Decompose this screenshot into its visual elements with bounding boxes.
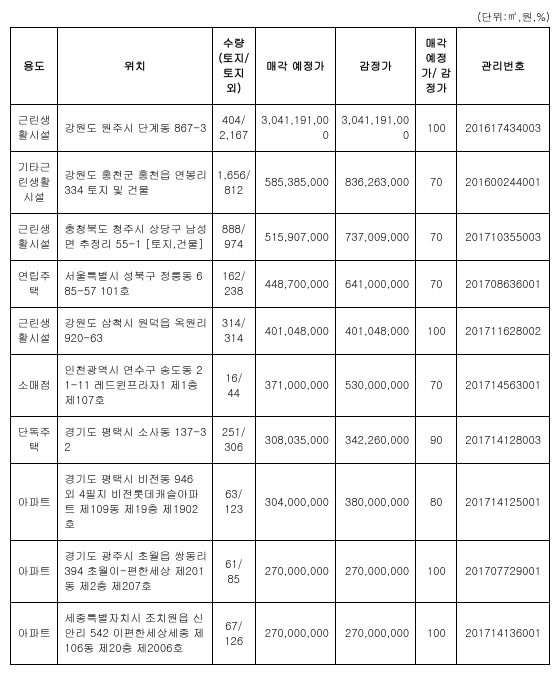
header-appraisal: 감정가 (336, 28, 416, 105)
cell-quantity: 251/ 306 (212, 417, 255, 464)
cell-sale-price: 401,048,000 (255, 308, 335, 355)
cell-appraisal: 380,000,000 (336, 464, 416, 541)
cell-location: 서울특별시 성북구 정릉동 685-57 101호 (58, 261, 212, 308)
cell-appraisal: 530,000,000 (336, 355, 416, 417)
cell-ratio: 80 (416, 464, 457, 541)
cell-ratio: 100 (416, 308, 457, 355)
table-row: 소매점인천광역시 연수구 송도동 21-11 레드윈프라자1 제1층 제107호… (11, 355, 550, 417)
cell-ratio: 100 (416, 541, 457, 603)
table-row: 아파트세종특별자치시 조치원읍 신안리 542 이편한세상세종 제106동 제2… (11, 603, 550, 665)
cell-location: 강원도 홍천군 홍천읍 연봉리 334 토지 및 건물 (58, 152, 212, 214)
cell-mgmt-no: 201714125001 (457, 464, 550, 541)
table-row: 기타근린생활시설강원도 홍천군 홍천읍 연봉리 334 토지 및 건물1,656… (11, 152, 550, 214)
header-quantity: 수량 (토지/ 토지외) (212, 28, 255, 105)
cell-appraisal: 270,000,000 (336, 603, 416, 665)
cell-use: 아파트 (11, 464, 58, 541)
table-row: 연립주택서울특별시 성북구 정릉동 685-57 101호162/ 238448… (11, 261, 550, 308)
cell-sale-price: 371,000,000 (255, 355, 335, 417)
cell-ratio: 70 (416, 152, 457, 214)
cell-use: 근린생활시설 (11, 308, 58, 355)
cell-use: 근린생활시설 (11, 214, 58, 261)
cell-sale-price: 270,000,000 (255, 541, 335, 603)
table-row: 아파트경기도 평택시 비전동 946 외 4필지 비전롯데캐슬아파트 제109동… (11, 464, 550, 541)
cell-location: 세종특별자치시 조치원읍 신안리 542 이편한세상세종 제106동 제20층 … (58, 603, 212, 665)
cell-appraisal: 641,000,000 (336, 261, 416, 308)
cell-mgmt-no: 201707729001 (457, 541, 550, 603)
header-sale-price: 매각 예정가 (255, 28, 335, 105)
cell-sale-price: 304,000,000 (255, 464, 335, 541)
cell-mgmt-no: 201714128003 (457, 417, 550, 464)
cell-mgmt-no: 201710355003 (457, 214, 550, 261)
cell-ratio: 70 (416, 261, 457, 308)
cell-use: 단독주택 (11, 417, 58, 464)
data-table: 용도 위치 수량 (토지/ 토지외) 매각 예정가 감정가 매각 예정가/ 감정… (10, 27, 550, 665)
cell-appraisal: 401,048,000 (336, 308, 416, 355)
cell-quantity: 162/ 238 (212, 261, 255, 308)
cell-mgmt-no: 201711628002 (457, 308, 550, 355)
header-row: 용도 위치 수량 (토지/ 토지외) 매각 예정가 감정가 매각 예정가/ 감정… (11, 28, 550, 105)
cell-quantity: 888/ 974 (212, 214, 255, 261)
cell-appraisal: 342,260,000 (336, 417, 416, 464)
cell-sale-price: 515,907,000 (255, 214, 335, 261)
cell-use: 아파트 (11, 603, 58, 665)
cell-sale-price: 270,000,000 (255, 603, 335, 665)
cell-quantity: 314/ 314 (212, 308, 255, 355)
header-location: 위치 (58, 28, 212, 105)
header-ratio: 매각 예정가/ 감정가 (416, 28, 457, 105)
cell-location: 경기도 광주시 초월읍 쌍동리 394 초월이-편한세상 제201동 제2층 제… (58, 541, 212, 603)
table-row: 근린생활시설충청북도 청주시 상당구 남성면 추정리 55-1 [토지,건물]8… (11, 214, 550, 261)
cell-ratio: 70 (416, 214, 457, 261)
cell-appraisal: 270,000,000 (336, 541, 416, 603)
unit-label: (단위:㎡,원,%) (10, 10, 550, 25)
cell-location: 경기도 평택시 비전동 946 외 4필지 비전롯데캐슬아파트 제109동 제1… (58, 464, 212, 541)
cell-quantity: 16/ 44 (212, 355, 255, 417)
cell-appraisal: 3,041,191,000 (336, 105, 416, 152)
table-row: 근린생활시설강원도 원주시 단계동 867-3404/ 2,1673,041,1… (11, 105, 550, 152)
header-use: 용도 (11, 28, 58, 105)
table-row: 단독주택경기도 평택시 소사동 137-32251/ 306308,035,00… (11, 417, 550, 464)
cell-location: 강원도 원주시 단계동 867-3 (58, 105, 212, 152)
cell-mgmt-no: 201714563001 (457, 355, 550, 417)
table-row: 근린생활시설강원도 삼척시 원덕읍 옥원리 920-63314/ 314401,… (11, 308, 550, 355)
cell-mgmt-no: 201617434003 (457, 105, 550, 152)
cell-quantity: 61/ 85 (212, 541, 255, 603)
table-row: 아파트경기도 광주시 초월읍 쌍동리 394 초월이-편한세상 제201동 제2… (11, 541, 550, 603)
cell-mgmt-no: 201714136001 (457, 603, 550, 665)
cell-quantity: 63/ 123 (212, 464, 255, 541)
cell-quantity: 67/ 126 (212, 603, 255, 665)
cell-location: 경기도 평택시 소사동 137-32 (58, 417, 212, 464)
cell-appraisal: 737,009,000 (336, 214, 416, 261)
cell-location: 강원도 삼척시 원덕읍 옥원리 920-63 (58, 308, 212, 355)
cell-sale-price: 585,385,000 (255, 152, 335, 214)
cell-mgmt-no: 201600244001 (457, 152, 550, 214)
cell-ratio: 100 (416, 603, 457, 665)
cell-use: 아파트 (11, 541, 58, 603)
cell-use: 소매점 (11, 355, 58, 417)
cell-ratio: 100 (416, 105, 457, 152)
cell-sale-price: 308,035,000 (255, 417, 335, 464)
cell-location: 충청북도 청주시 상당구 남성면 추정리 55-1 [토지,건물] (58, 214, 212, 261)
cell-mgmt-no: 201708636001 (457, 261, 550, 308)
cell-use: 근린생활시설 (11, 105, 58, 152)
cell-location: 인천광역시 연수구 송도동 21-11 레드윈프라자1 제1층 제107호 (58, 355, 212, 417)
header-mgmt-no: 관리번호 (457, 28, 550, 105)
cell-sale-price: 448,700,000 (255, 261, 335, 308)
cell-use: 연립주택 (11, 261, 58, 308)
cell-ratio: 90 (416, 417, 457, 464)
cell-use: 기타근린생활시설 (11, 152, 58, 214)
cell-quantity: 1,656/ 812 (212, 152, 255, 214)
cell-quantity: 404/ 2,167 (212, 105, 255, 152)
cell-sale-price: 3,041,191,000 (255, 105, 335, 152)
cell-ratio: 70 (416, 355, 457, 417)
cell-appraisal: 836,263,000 (336, 152, 416, 214)
